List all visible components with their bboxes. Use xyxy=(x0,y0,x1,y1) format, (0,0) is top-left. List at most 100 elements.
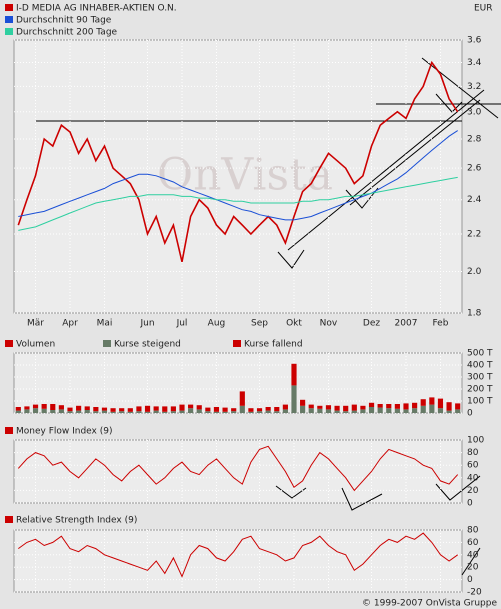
volume-bar xyxy=(308,404,314,409)
volume-bar xyxy=(136,406,142,412)
volume-bar xyxy=(360,405,366,410)
volume-bar xyxy=(437,408,444,413)
legend-swatch xyxy=(233,340,241,347)
series-line xyxy=(17,60,459,262)
series-line xyxy=(17,445,459,492)
volume-bar xyxy=(41,408,47,413)
volume-bar xyxy=(455,409,461,413)
legend-label: Kurse fallend xyxy=(244,340,303,350)
legend-swatch xyxy=(5,16,13,23)
volume-bar xyxy=(76,410,82,413)
x-tick-label: Jul xyxy=(176,319,188,329)
mfi-plot xyxy=(13,439,463,504)
y-tick-label: 3.0 xyxy=(467,107,482,117)
volume-bar xyxy=(334,410,340,413)
x-tick-label: Mär xyxy=(27,319,44,329)
volume-bar xyxy=(386,408,392,413)
volume-bar xyxy=(412,402,418,409)
volume-bar xyxy=(205,411,211,413)
volume-bar xyxy=(274,407,280,412)
volume-bar xyxy=(291,385,297,413)
volume-bar xyxy=(24,406,30,410)
volume-bar xyxy=(377,407,383,413)
volume-bar xyxy=(239,391,245,406)
trend-mark xyxy=(277,249,305,269)
volume-bar xyxy=(446,402,452,411)
y-tick-label: 100 xyxy=(467,436,484,446)
volume-bar xyxy=(213,411,220,413)
y-tick-label: 40 xyxy=(467,550,479,560)
legend-swatch xyxy=(103,340,111,347)
volume-bar xyxy=(231,411,237,413)
volume-bar xyxy=(119,408,125,412)
trend-mark xyxy=(341,487,383,511)
volume-bar xyxy=(317,408,323,413)
y-tick-label: 20 xyxy=(467,486,479,496)
volume-bar xyxy=(101,407,108,411)
y-tick-label: 200 T xyxy=(467,385,493,395)
series-line xyxy=(18,130,458,221)
y-tick-label: 80 xyxy=(467,526,479,536)
volume-bar xyxy=(377,404,383,408)
panel-title: Relative Strength Index (9) xyxy=(16,516,137,526)
volume-bar xyxy=(403,403,409,410)
legend-label: Kurse steigend xyxy=(114,340,181,350)
watermark: OnVista xyxy=(157,150,333,201)
series-line xyxy=(18,176,458,231)
volume-bar xyxy=(429,397,435,405)
x-tick-label: Feb xyxy=(432,319,448,329)
volume-bar xyxy=(196,409,202,413)
volume-bar xyxy=(170,406,176,412)
volume-bar xyxy=(179,404,185,411)
volume-bar xyxy=(188,404,194,409)
x-tick-label: Dez xyxy=(363,319,380,329)
title-icon xyxy=(5,427,13,434)
volume-bar xyxy=(32,408,39,413)
title-icon xyxy=(5,340,13,347)
volume-bar xyxy=(153,410,159,413)
y-tick-label: 400 T xyxy=(467,361,493,371)
y-tick-label: 2.0 xyxy=(467,267,482,277)
volume-bar xyxy=(136,411,142,413)
volume-bar xyxy=(84,410,90,413)
volume-bar xyxy=(162,406,168,412)
volume-bar xyxy=(265,410,271,413)
trend-lines xyxy=(14,39,501,593)
volume-bar xyxy=(446,410,452,413)
trend-line xyxy=(421,57,499,119)
trend-mark xyxy=(461,547,481,576)
y-tick-label: 2.8 xyxy=(467,134,482,144)
volume-bar xyxy=(274,411,280,413)
y-tick-label: 0 xyxy=(467,409,473,419)
volume-bar xyxy=(144,411,151,413)
x-tick-label: Sep xyxy=(251,319,268,329)
volume-bar xyxy=(58,405,64,410)
volume-bar xyxy=(196,405,202,410)
x-tick-label: 2007 xyxy=(395,319,418,329)
volume-bar xyxy=(248,408,254,412)
volume-bar xyxy=(368,407,375,413)
y-tick-label: 2.6 xyxy=(467,164,482,174)
volume-bar xyxy=(24,409,30,413)
volume-bar xyxy=(256,408,263,412)
volume-bar xyxy=(265,407,271,411)
volume-bar xyxy=(162,411,168,413)
y-tick-label: 0 xyxy=(467,499,473,509)
volume-bar xyxy=(412,408,418,413)
y-tick-label: 3.6 xyxy=(467,36,482,46)
volume-bar xyxy=(368,402,375,407)
x-tick-label: Jun xyxy=(140,319,155,329)
volume-bar xyxy=(222,407,228,412)
volume-bar xyxy=(67,411,73,413)
y-tick-label: 300 T xyxy=(467,373,493,383)
x-tick-label: Nov xyxy=(320,319,338,329)
volume-bar xyxy=(420,405,426,413)
volume-bar xyxy=(300,405,306,413)
volume-bar xyxy=(282,404,288,410)
y-tick-label: 3.4 xyxy=(467,58,482,68)
y-tick-label: 1.8 xyxy=(467,309,482,319)
volume-bar xyxy=(110,408,116,412)
legend-swatch xyxy=(5,4,13,11)
y-tick-label: 2.4 xyxy=(467,195,482,205)
y-tick-label: 80 xyxy=(467,448,479,458)
